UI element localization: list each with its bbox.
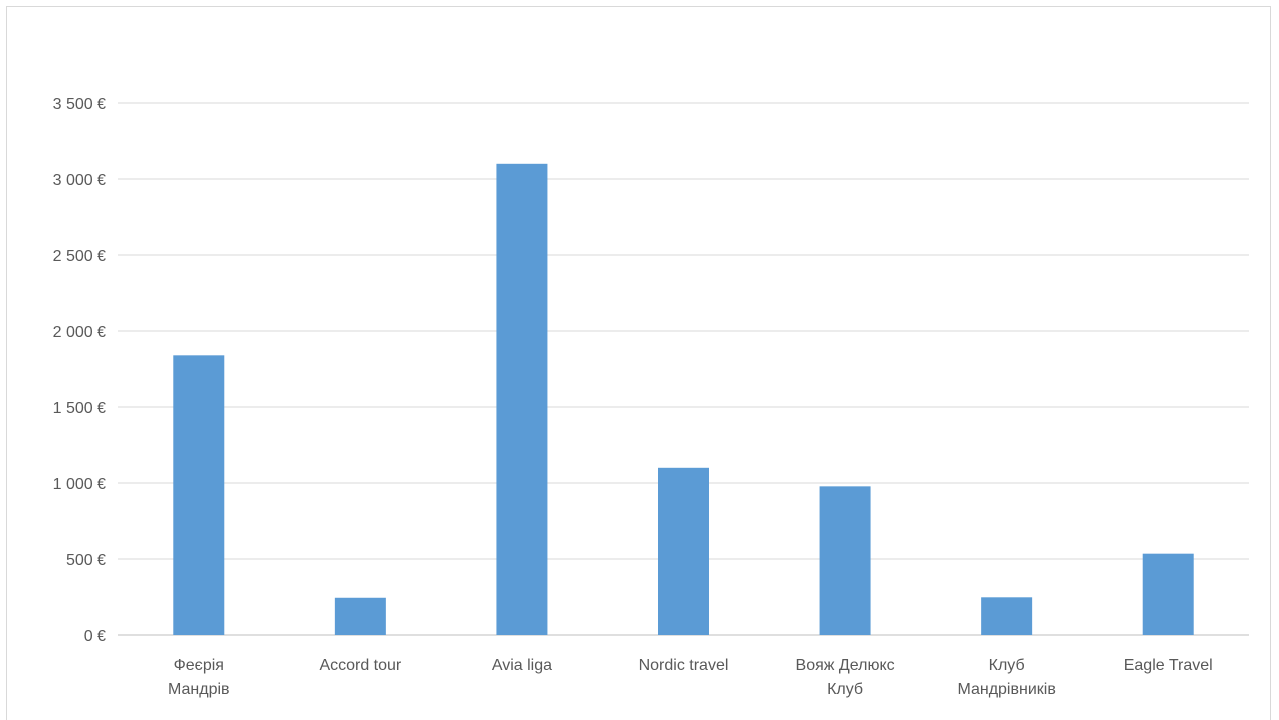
y-axis-ticks: 0 € 500 € 1 000 € 1 500 € 2 000 € 2 500 € 3 00… [53,96,106,645]
x-tick-label: Nordic travel [639,657,729,674]
y-tick-label: 1 500 € [53,400,106,417]
bar [334,597,386,635]
y-tick-label: 2 500 € [53,248,106,265]
x-tick-label: Avia liga [492,657,552,674]
y-tick-label: 3 500 € [53,96,106,113]
bar [981,597,1033,635]
x-tick-label: Eagle Travel [1124,657,1213,674]
bar [819,486,871,635]
bars [173,163,1194,636]
bar [658,467,709,635]
y-tick-label: 500 € [66,552,106,569]
y-tick-label: 0 € [84,628,106,645]
x-tick-label: Accord tour [319,657,401,674]
x-tick-label: Вояж Делюкс Клуб [796,657,895,698]
x-tick-label: Феєрія Мандрів [168,657,230,698]
y-tick-label: 3 000 € [53,172,106,189]
y-tick-label: 2 000 € [53,324,106,341]
bar [173,355,225,635]
bar [496,163,548,636]
x-tick-label: Клуб Мандрівників [957,657,1055,698]
y-tick-label: 1 000 € [53,476,106,493]
bar [1142,553,1194,635]
x-axis-labels: Феєрія Мандрів Accord tour Avia liga Nordic … [168,657,1213,698]
